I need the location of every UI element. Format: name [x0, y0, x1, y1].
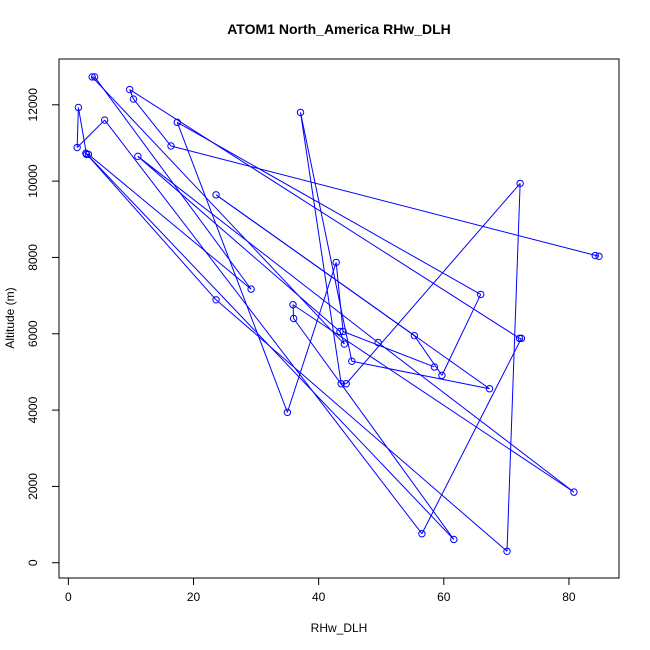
series-line-segment [137, 155, 379, 343]
series-line-segment [177, 121, 481, 295]
series-line-segment [300, 112, 353, 362]
x-tick-label: 0 [65, 590, 72, 604]
y-tick-label: 12000 [26, 88, 40, 122]
data-point [88, 73, 96, 81]
series-line-segment [342, 331, 435, 368]
series-line-segment [137, 155, 341, 332]
data-point [332, 258, 340, 267]
data-point [410, 331, 419, 340]
series-line-segment [506, 183, 521, 552]
y-tick-label: 10000 [26, 164, 40, 198]
series-line-segment [215, 299, 508, 552]
series-line-segment [300, 112, 342, 384]
data-point [595, 252, 603, 260]
series-line-segment [293, 318, 455, 540]
series-line-segment [351, 360, 490, 390]
series-line-segment [77, 107, 88, 155]
data-point [289, 314, 298, 323]
series-line-segment [170, 145, 600, 257]
data-point [516, 179, 524, 188]
data-point [212, 191, 220, 199]
data-point [296, 108, 305, 117]
data-point [129, 95, 138, 103]
data-point [289, 301, 297, 309]
data-point [477, 290, 485, 299]
data-point [73, 143, 81, 152]
data-point [438, 371, 446, 380]
x-axis-label: RHw_DLH [311, 621, 368, 635]
data-point [167, 142, 175, 150]
series-line-segment [76, 119, 106, 148]
data-point [173, 118, 181, 127]
y-tick-label: 0 [26, 559, 40, 566]
data-point [90, 73, 99, 81]
data-point [503, 547, 511, 555]
data-point [348, 357, 356, 365]
data-point [247, 285, 255, 293]
series-line-segment [377, 342, 575, 493]
data-point [430, 363, 439, 371]
series-line-segment [85, 152, 217, 301]
series-line-segment [292, 304, 295, 319]
series-line-segment [176, 122, 288, 413]
data-point [126, 85, 134, 94]
data-point [100, 116, 109, 124]
data-point [418, 530, 426, 538]
data-point [74, 103, 83, 112]
data-point [342, 380, 350, 388]
series-line-segment [413, 335, 443, 376]
data-point [212, 296, 220, 304]
series-line-segment [129, 89, 134, 100]
series-line-segment [215, 194, 415, 337]
data-point [82, 149, 90, 157]
x-tick-label: 80 [562, 590, 576, 604]
y-axis: 0 2000 4000 6000 8000 10000 12000 [26, 88, 60, 566]
series-line-segment [133, 98, 172, 147]
data-point [283, 408, 292, 417]
data-point [570, 488, 578, 496]
series-line-segment [91, 76, 345, 345]
data-point [591, 251, 599, 260]
x-tick-label: 20 [187, 590, 201, 604]
x-tick-label: 40 [312, 590, 326, 604]
data-point [374, 338, 382, 347]
series-line-segment [441, 294, 482, 376]
y-tick-label: 2000 [26, 473, 40, 500]
series-line-segment [76, 107, 79, 148]
data-point [134, 152, 142, 161]
data-point [485, 385, 494, 393]
y-tick-label: 6000 [26, 320, 40, 347]
chart-title: ATOM1 North_America RHw_DLH [227, 21, 451, 37]
series-layer [73, 73, 603, 555]
x-axis: 0 20 40 60 80 [65, 577, 576, 604]
data-point [337, 380, 345, 388]
y-tick-label: 8000 [26, 244, 40, 271]
y-axis-label: Altitude (m) [3, 287, 17, 348]
plot-frame [58, 58, 620, 579]
x-tick-label: 60 [437, 590, 451, 604]
y-tick-label: 4000 [26, 396, 40, 423]
series-line-segment [292, 304, 575, 493]
series-line-segment [104, 119, 423, 535]
series-line-segment [129, 89, 520, 339]
data-point [340, 340, 349, 348]
series-line-segment [286, 262, 337, 413]
series-line-segment [421, 338, 522, 534]
series-line-segment [88, 154, 252, 290]
data-point [517, 334, 526, 343]
data-point [339, 327, 347, 336]
series-line-segment [345, 183, 521, 385]
data-point [450, 535, 458, 544]
series-line-segment [335, 262, 344, 332]
data-point [336, 327, 344, 336]
data-point [515, 334, 524, 343]
